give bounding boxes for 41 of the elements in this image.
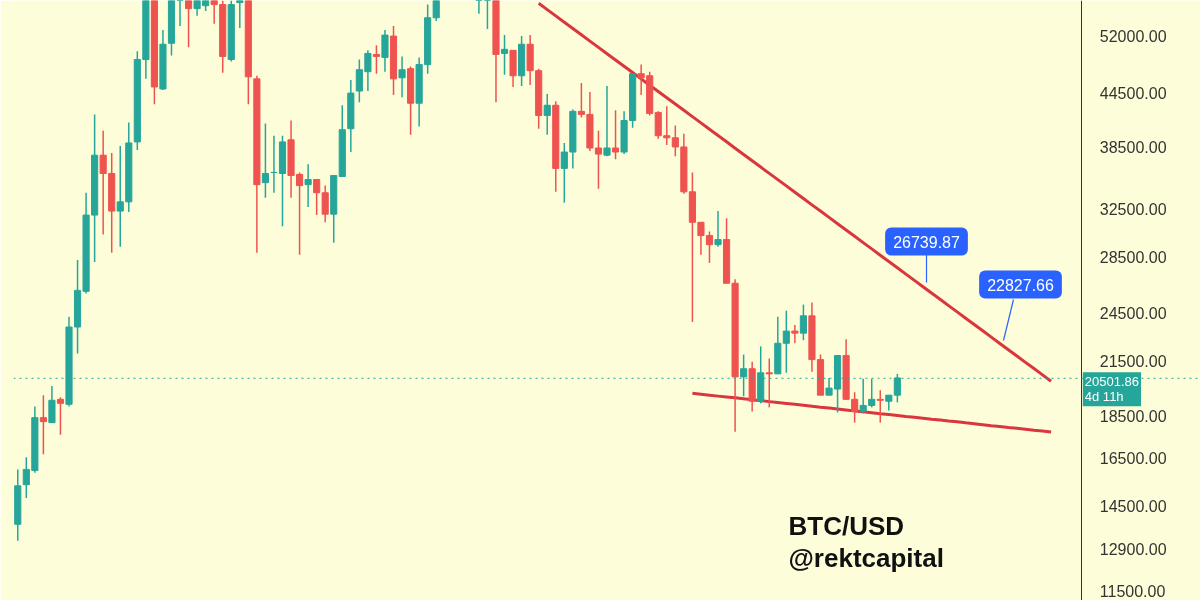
line-series <box>537 1 1053 383</box>
line-series <box>690 391 1053 434</box>
y-tick-label: 52000.00 <box>1099 28 1167 46</box>
candlestick <box>799 303 807 341</box>
candlestick <box>39 394 47 456</box>
y-tick-label: 11500.00 <box>1099 582 1166 600</box>
candlestick <box>304 163 312 208</box>
y-tick-label: 18500.00 <box>1099 408 1167 426</box>
candlestick <box>543 93 551 136</box>
candlestick <box>48 385 56 424</box>
annotation: BTC/USD <box>788 510 905 541</box>
candlestick <box>313 178 321 216</box>
candlestick <box>714 210 722 248</box>
y-tick-label: 32500.00 <box>1099 200 1167 218</box>
candlestick <box>500 34 509 76</box>
y-tick-label: 24500.00 <box>1099 304 1167 322</box>
candlestick <box>398 55 406 98</box>
y-tick-label: 16500.00 <box>1099 450 1167 468</box>
ref-line-label: 20501.86 4d 11h <box>1084 374 1140 405</box>
candlestick <box>184 0 193 49</box>
candlestick <box>603 85 611 157</box>
candlestick <box>876 389 884 424</box>
annotation: @rektcapital <box>788 542 944 573</box>
candlestick <box>321 184 329 224</box>
annotation: 22827.66 <box>987 276 1054 294</box>
candlestick <box>261 122 269 199</box>
candlestick <box>611 109 620 160</box>
y-tick-label: 44500.00 <box>1099 85 1167 103</box>
y-tick-label: 12900.00 <box>1099 540 1167 558</box>
y-tick-label: 38500.00 <box>1099 138 1167 156</box>
candlestick <box>236 0 244 29</box>
annotation: 26739.87 <box>893 233 960 251</box>
candlestick <box>560 142 568 204</box>
candlestick <box>791 324 799 345</box>
candlestick <box>56 396 65 436</box>
y-tick-label: 14500.00 <box>1099 497 1167 515</box>
candlestick <box>372 44 381 75</box>
candlestick <box>381 29 389 73</box>
candlestick <box>765 357 773 409</box>
y-tick-label: 28500.00 <box>1099 249 1167 267</box>
y-tick-label: 21500.00 <box>1099 352 1167 370</box>
